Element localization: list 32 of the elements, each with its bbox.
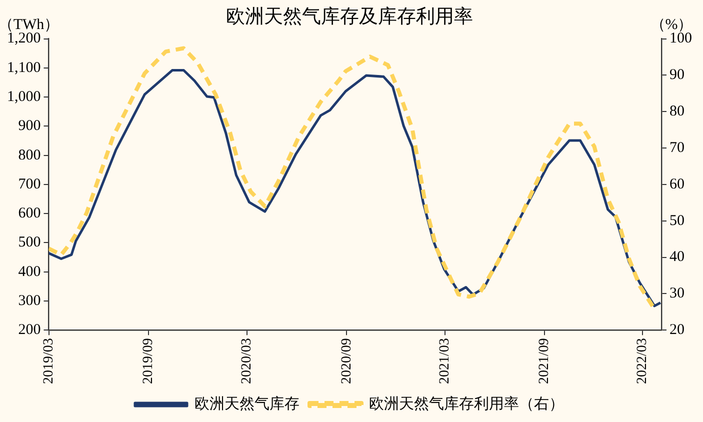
x-tick-label: 2021/09: [537, 338, 552, 384]
x-tick-label: 2019/09: [141, 338, 156, 384]
y2-tick-label: 50: [670, 212, 684, 229]
y-tick-label: 700: [18, 176, 41, 192]
y-axis-title: （TWh）: [0, 17, 60, 34]
x-tick-label: 2020/03: [240, 338, 255, 384]
y2-axis-title: （%）: [650, 17, 693, 34]
y-tick-label: 300: [18, 292, 41, 309]
y2-tick-label: 60: [670, 176, 684, 192]
legend-label: 欧洲天然气库存利用率（右）: [369, 395, 564, 412]
legend-label: 欧洲天然气库存: [194, 395, 300, 412]
y-tick-label: 900: [18, 118, 41, 134]
x-tick-label: 2022/03: [635, 338, 650, 384]
y2-tick-label: 70: [670, 140, 684, 156]
y2-tick-label: 40: [670, 249, 684, 266]
y2-tick-label: 90: [670, 67, 684, 84]
y-tick-label: 500: [18, 234, 41, 251]
x-tick-label: 2020/09: [339, 338, 354, 384]
y-tick-label: 200: [18, 322, 41, 338]
y2-tick-label: 20: [670, 322, 684, 338]
y2-tick-label: 80: [670, 104, 684, 120]
x-tick-label: 2019/03: [41, 338, 56, 384]
y-tick-label: 1,100: [7, 60, 41, 76]
y2-tick-label: 30: [670, 286, 684, 302]
y-tick-label: 1,200: [7, 30, 41, 47]
y2-tick-label: 100: [670, 30, 692, 47]
chart-title: 欧洲天然气库存及库存利用率: [226, 5, 473, 28]
y-tick-label: 1,000: [7, 89, 41, 105]
y-tick-label: 600: [18, 206, 41, 222]
y-tick-label: 400: [18, 264, 41, 280]
y-tick-label: 800: [18, 147, 41, 164]
x-tick-label: 2021/03: [437, 338, 452, 384]
